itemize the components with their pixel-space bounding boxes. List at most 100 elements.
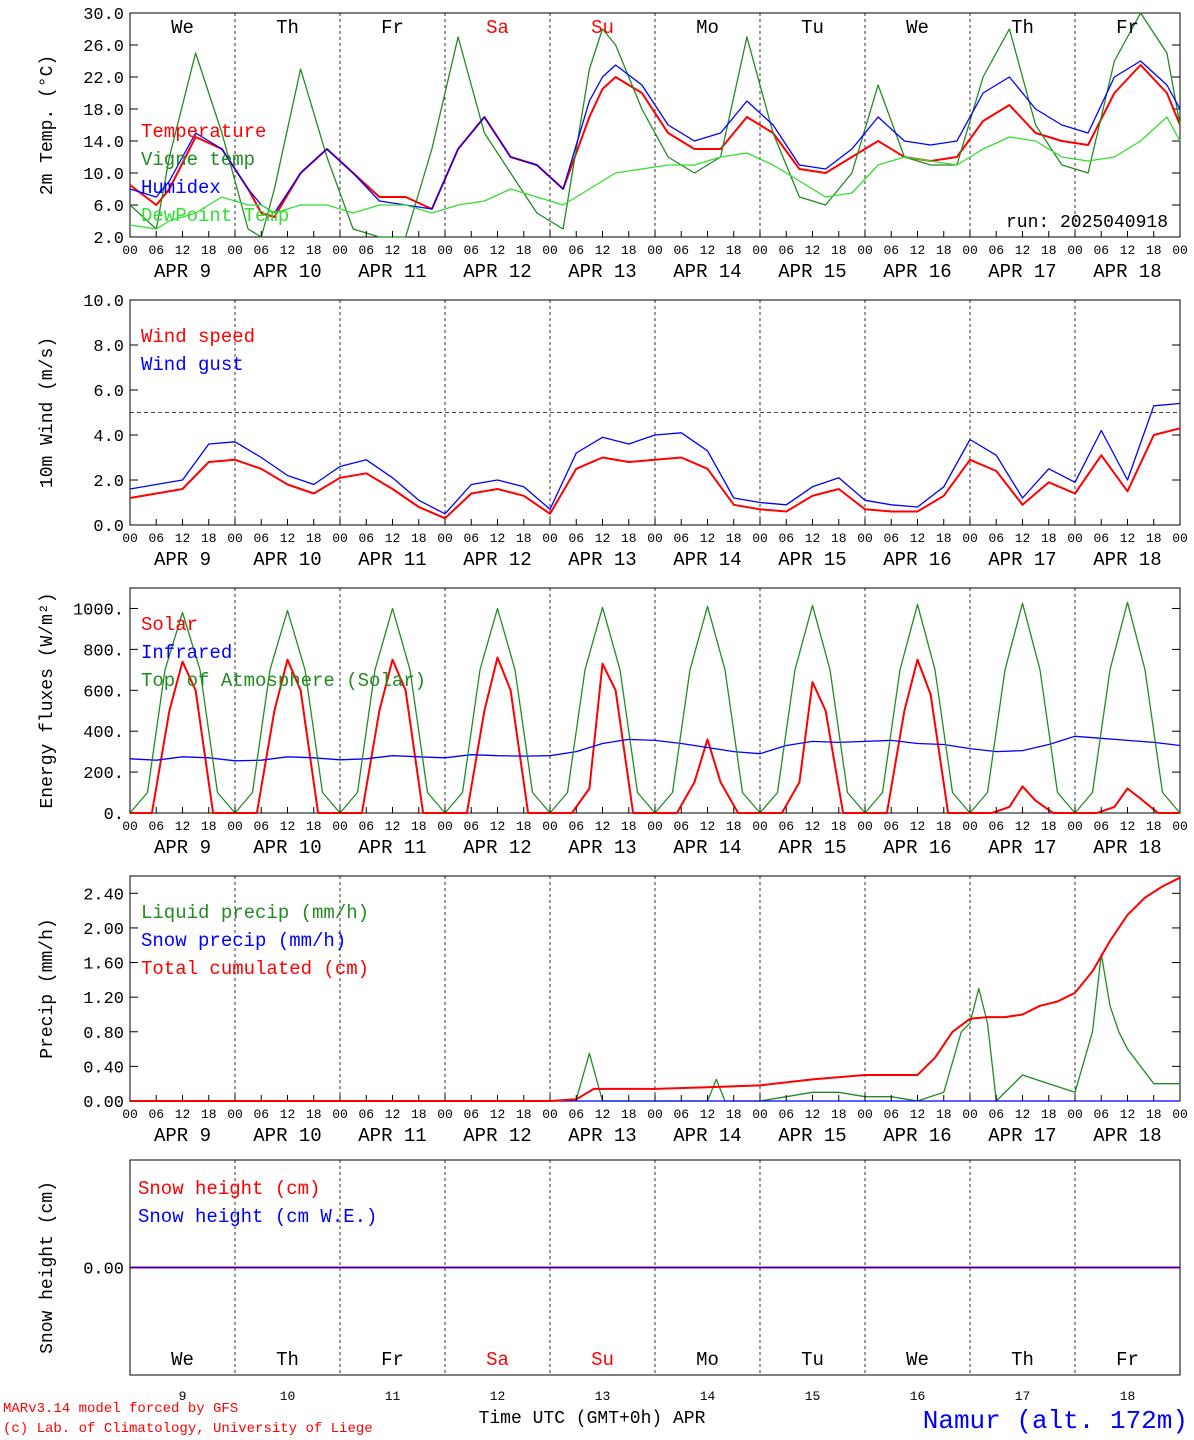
x-tick-label: 18 bbox=[621, 243, 637, 258]
y-tick-label: 1.20 bbox=[83, 990, 124, 1009]
y-tick-label: 2.0 bbox=[93, 473, 124, 492]
x-tick-label: 00 bbox=[542, 243, 558, 258]
x-tick-label: 12 bbox=[700, 531, 716, 546]
x-tick-label: 12 bbox=[805, 1107, 821, 1122]
y-tick-label: 0.00 bbox=[83, 1261, 124, 1280]
x-tick-label: 00 bbox=[752, 1107, 768, 1122]
y-tick-label: 400. bbox=[83, 724, 124, 743]
date-label: APR 12 bbox=[463, 837, 531, 859]
x-tick-label: 18 bbox=[411, 1107, 427, 1122]
x-tick-label: 12 bbox=[280, 1107, 296, 1122]
x-tick-label: 12 bbox=[490, 531, 506, 546]
weekday-label: Fr bbox=[1116, 17, 1139, 39]
date-label: APR 13 bbox=[568, 549, 636, 571]
x-tick-label: 00 bbox=[647, 819, 663, 834]
x-tick-label: 18 bbox=[726, 819, 742, 834]
weekday-label: Th bbox=[276, 17, 299, 39]
x-tick-label: 12 bbox=[280, 531, 296, 546]
legend-entry: Snow height (cm W.E.) bbox=[138, 1206, 377, 1228]
x-tick-label: 06 bbox=[988, 243, 1004, 258]
x-tick-label: 18 bbox=[621, 531, 637, 546]
date-label: APR 11 bbox=[358, 261, 426, 283]
x-tick-label: 18 bbox=[621, 1107, 637, 1122]
x-tick-label: 00 bbox=[752, 243, 768, 258]
date-label: APR 10 bbox=[253, 1125, 321, 1147]
date-label: APR 18 bbox=[1093, 837, 1161, 859]
date-label: APR 12 bbox=[463, 261, 531, 283]
x-tick-label: 12 bbox=[1120, 243, 1136, 258]
date-label: APR 17 bbox=[988, 1125, 1056, 1147]
x-tick-label: 06 bbox=[673, 819, 689, 834]
y-tick-label: 14.0 bbox=[83, 134, 124, 153]
x-tick-label: 06 bbox=[1093, 819, 1109, 834]
x-tick-label: 18 bbox=[936, 819, 952, 834]
x-tick-label: 18 bbox=[1146, 819, 1162, 834]
x-tick-label: 18 bbox=[1041, 243, 1057, 258]
x-tick-label: 06 bbox=[1093, 531, 1109, 546]
weekday-label: Fr bbox=[381, 17, 404, 39]
x-tick-label: 00 bbox=[437, 819, 453, 834]
x-tick-label: 18 bbox=[201, 531, 217, 546]
legend-entry: Total cumulated (cm) bbox=[141, 958, 369, 980]
x-tick-label: 00 bbox=[332, 531, 348, 546]
y-tick-label: 2.40 bbox=[83, 886, 124, 905]
x-tick-label: 18 bbox=[516, 243, 532, 258]
x-tick-label: 18 bbox=[936, 1107, 952, 1122]
date-label: APR 17 bbox=[988, 549, 1056, 571]
x-tick-label: 00 bbox=[857, 819, 873, 834]
date-label: APR 16 bbox=[883, 549, 951, 571]
x-tick-label: 00 bbox=[332, 819, 348, 834]
y-tick-label: 200. bbox=[83, 765, 124, 784]
chart-panel-2: 0.0 2.0 4.0 6.0 8.0 10.0 10m Wind (m/s) Wind sp… bbox=[38, 293, 1188, 571]
legend-entry: Solar bbox=[141, 614, 198, 636]
x-tick-label: 18 bbox=[516, 819, 532, 834]
legend-entry: Snow precip (mm/h) bbox=[141, 930, 346, 952]
x-tick-label: 00 bbox=[647, 1107, 663, 1122]
x-tick-label: 12 bbox=[805, 531, 821, 546]
day-number-label: 15 bbox=[805, 1389, 821, 1404]
day-number-label: 16 bbox=[910, 1389, 926, 1404]
plot-frame bbox=[129, 12, 1181, 238]
x-tick-label: 06 bbox=[148, 819, 164, 834]
x-tick-label: 00 bbox=[332, 1107, 348, 1122]
y-tick-label: 10.0 bbox=[83, 293, 124, 312]
x-tick-label: 00 bbox=[227, 531, 243, 546]
y-tick-label: 18.0 bbox=[83, 102, 124, 121]
day-number-label: 10 bbox=[280, 1389, 296, 1404]
x-tick-label: 06 bbox=[778, 1107, 794, 1122]
x-tick-label: 00 bbox=[647, 243, 663, 258]
x-tick-label: 06 bbox=[778, 531, 794, 546]
legend-entry: Wind speed bbox=[141, 326, 255, 348]
x-tick-label: 18 bbox=[201, 819, 217, 834]
x-tick-label: 12 bbox=[280, 243, 296, 258]
day-number-label: 12 bbox=[490, 1389, 506, 1404]
date-label: APR 9 bbox=[154, 261, 211, 283]
weekday-label: Mo bbox=[696, 17, 719, 39]
x-tick-label: 12 bbox=[595, 243, 611, 258]
y-axis-label: Precip (mm/h) bbox=[38, 918, 58, 1058]
x-tick-label: 12 bbox=[385, 819, 401, 834]
x-tick-label: 00 bbox=[962, 243, 978, 258]
chart-panel-3: 0. 200. 400. 600. 800. 1000. Energy fluxes (W/… bbox=[38, 587, 1188, 859]
date-label: APR 14 bbox=[673, 837, 741, 859]
x-tick-label: 06 bbox=[463, 1107, 479, 1122]
x-tick-label: 06 bbox=[568, 819, 584, 834]
y-tick-label: 6.0 bbox=[93, 383, 124, 402]
x-tick-label: 18 bbox=[516, 1107, 532, 1122]
y-tick-label: 4.0 bbox=[93, 428, 124, 447]
x-tick-label: 18 bbox=[411, 531, 427, 546]
x-tick-label: 12 bbox=[700, 243, 716, 258]
y-tick-label: 0.0 bbox=[93, 518, 124, 537]
x-tick-label: 12 bbox=[910, 819, 926, 834]
x-axis-title: Time UTC (GMT+0h) APR bbox=[479, 1409, 706, 1429]
x-tick-label: 06 bbox=[463, 819, 479, 834]
x-tick-label: 00 bbox=[857, 531, 873, 546]
y-tick-label: 2.00 bbox=[83, 921, 124, 940]
weekday-label: We bbox=[906, 17, 929, 39]
x-tick-label: 12 bbox=[1120, 1107, 1136, 1122]
x-tick-label: 00 bbox=[122, 531, 138, 546]
x-tick-label: 06 bbox=[778, 243, 794, 258]
x-tick-label: 00 bbox=[122, 1107, 138, 1122]
x-tick-label: 06 bbox=[358, 243, 374, 258]
legend-entry: Liquid precip (mm/h) bbox=[141, 902, 369, 924]
